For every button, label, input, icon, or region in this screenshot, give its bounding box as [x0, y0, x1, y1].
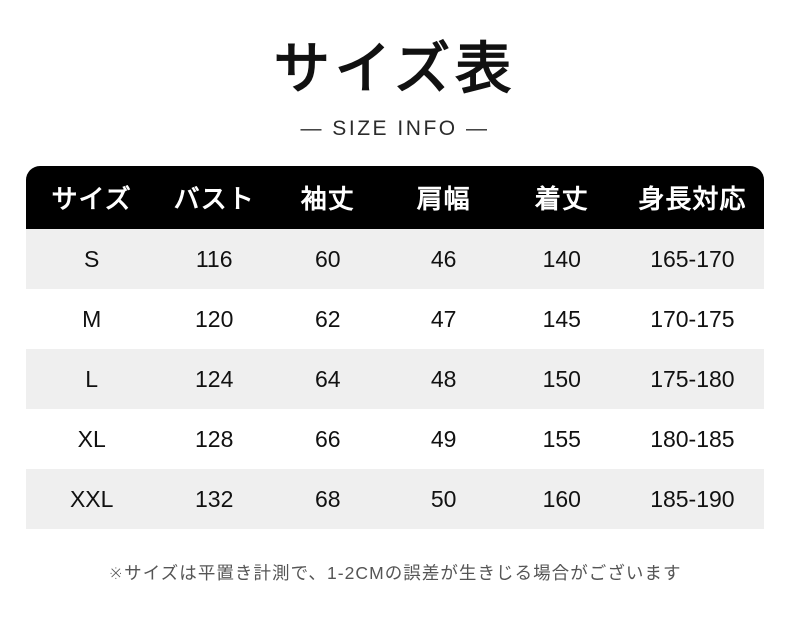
cell-height: 180-185 [620, 409, 764, 469]
cell-sleeve: 62 [271, 289, 385, 349]
cell-shoulder: 47 [384, 289, 503, 349]
page-subtitle: — SIZE INFO — [300, 117, 490, 140]
cell-length: 155 [502, 409, 621, 469]
cell-length: 150 [502, 349, 621, 409]
table-row-s: S 116 60 46 140 165-170 [26, 229, 764, 289]
header-cell-bust: バスト [157, 166, 271, 229]
table-row-m: M 120 62 47 145 170-175 [26, 289, 764, 349]
cell-bust: 124 [157, 349, 271, 409]
cell-height: 185-190 [620, 469, 764, 529]
cell-bust: 116 [157, 229, 271, 289]
cell-size: L [26, 349, 158, 409]
cell-size: M [26, 289, 158, 349]
measurement-disclaimer: ※サイズは平置き計測で、1-2CMの誤差が生きじる場合がございます [108, 563, 682, 583]
cell-sleeve: 60 [271, 229, 385, 289]
cell-sleeve: 66 [271, 409, 385, 469]
header-cell-length: 着丈 [502, 166, 621, 229]
cell-size: XXL [26, 469, 158, 529]
cell-shoulder: 50 [384, 469, 503, 529]
cell-length: 145 [502, 289, 621, 349]
size-table-container: サイズ バスト 袖丈 肩幅 着丈 身長対応 S 116 60 46 140 16… [26, 166, 764, 529]
page-title: サイズ表 [273, 37, 517, 100]
size-table: サイズ バスト 袖丈 肩幅 着丈 身長対応 S 116 60 46 140 16… [26, 166, 764, 529]
cell-shoulder: 49 [384, 409, 503, 469]
cell-shoulder: 46 [384, 229, 503, 289]
table-row-l: L 124 64 48 150 175-180 [26, 349, 764, 409]
cell-shoulder: 48 [384, 349, 503, 409]
cell-length: 160 [502, 469, 621, 529]
header-cell-size: サイズ [26, 166, 158, 229]
cell-size: XL [26, 409, 158, 469]
table-row-xxl: XXL 132 68 50 160 185-190 [26, 469, 764, 529]
cell-sleeve: 64 [271, 349, 385, 409]
header-cell-height: 身長対応 [620, 166, 764, 229]
header-cell-sleeve: 袖丈 [271, 166, 385, 229]
cell-height: 175-180 [620, 349, 764, 409]
table-header-row: サイズ バスト 袖丈 肩幅 着丈 身長対応 [26, 166, 764, 229]
cell-bust: 132 [157, 469, 271, 529]
cell-height: 170-175 [620, 289, 764, 349]
cell-sleeve: 68 [271, 469, 385, 529]
size-info-page: サイズ表 — SIZE INFO — サイズ バスト 袖丈 肩幅 着丈 身長対応 [0, 34, 790, 635]
cell-bust: 120 [157, 289, 271, 349]
cell-length: 140 [502, 229, 621, 289]
table-row-xl: XL 128 66 49 155 180-185 [26, 409, 764, 469]
cell-bust: 128 [157, 409, 271, 469]
cell-height: 165-170 [620, 229, 764, 289]
header-cell-shoulder: 肩幅 [384, 166, 503, 229]
cell-size: S [26, 229, 158, 289]
